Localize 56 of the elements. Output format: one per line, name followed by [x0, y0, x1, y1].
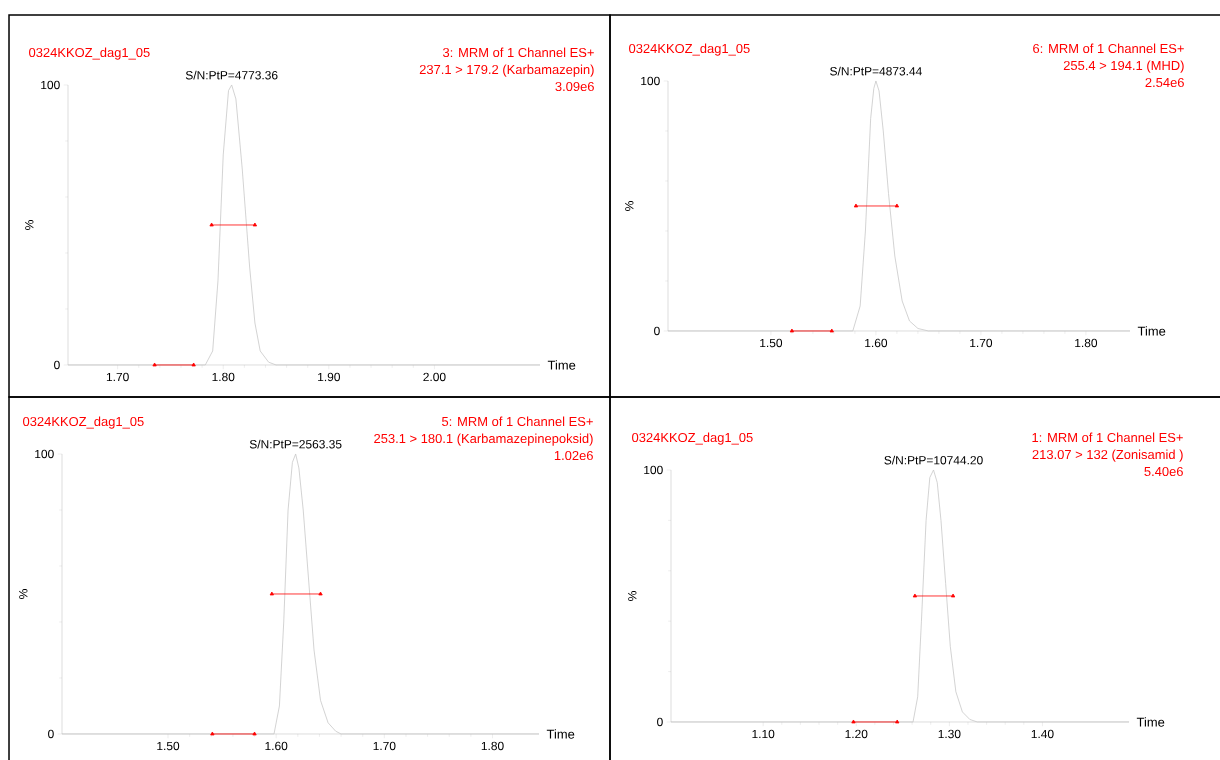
text: 2.54e6 — [1145, 77, 1184, 88]
annotation: S/N:PtP=4873.44 — [830, 66, 922, 76]
x-tick-label: 1.60 — [865, 338, 888, 348]
x-tick-label: 1.50 — [157, 741, 180, 751]
y-tick-label: 100 — [41, 80, 60, 90]
chart-title: 0324KKOZ_dag1_05 — [29, 47, 150, 60]
annotation: S/N:PtP=4773.36 — [185, 70, 278, 80]
text: 255.4 > 194.1 (MHD) — [1063, 60, 1184, 73]
x-axis-title: Time — [1137, 326, 1166, 336]
x-tick-label: 1.10 — [752, 729, 775, 739]
chart-subtitle: 1: MRM of 1 Channel ES+ — [1032, 432, 1183, 443]
chart-title: 0324KKOZ_dag1_05 — [23, 416, 144, 429]
y-tick-label: 0 — [657, 717, 663, 727]
x-tick-label: 2.00 — [423, 372, 446, 382]
y-axis-title: % — [625, 201, 634, 211]
x-axis-title: Time — [546, 729, 575, 739]
text: 237.1 > 179.2 (Karbamazepin) — [419, 64, 594, 77]
text: 3.09e6 — [555, 81, 594, 92]
text: 1.02e6 — [554, 450, 593, 461]
x-tick-label: 1.60 — [265, 741, 288, 751]
y-tick-label: 100 — [641, 76, 660, 86]
y-tick-label: 0 — [54, 360, 60, 370]
x-tick-label: 1.20 — [845, 729, 868, 739]
text: 253.1 > 180.1 (Karbamazepinepoksid) — [374, 433, 593, 446]
chart-title: 0324KKOZ_dag1_05 — [629, 43, 750, 56]
x-axis-title: Time — [547, 360, 576, 370]
line-series — [61, 453, 540, 735]
y-tick-label: 100 — [35, 449, 54, 459]
annotation: S/N:PtP=2563.35 — [249, 439, 342, 449]
x-tick-label: 1.30 — [938, 729, 961, 739]
y-axis-title: % — [628, 591, 637, 601]
y-tick-label: 0 — [654, 326, 660, 336]
chart-title: 0324KKOZ_dag1_05 — [632, 432, 753, 445]
x-tick-label: 1.70 — [970, 338, 993, 348]
line-series — [670, 469, 1130, 723]
x-axis-title: Time — [1136, 717, 1165, 727]
line-series — [667, 80, 1131, 332]
x-tick-label: 1.70 — [106, 372, 129, 382]
annotation: S/N:PtP=10744.20 — [884, 455, 983, 465]
x-tick-label: 1.70 — [373, 741, 396, 751]
text: 213.07 > 132 (Zonisamid ) — [1032, 449, 1183, 462]
x-tick-label: 1.50 — [760, 338, 783, 348]
chart-subtitle: 5: MRM of 1 Channel ES+ — [442, 416, 593, 427]
x-tick-label: 1.40 — [1031, 729, 1054, 739]
y-tick-label: 100 — [644, 465, 663, 475]
text: 5.40e6 — [1144, 466, 1183, 477]
x-tick-label: 1.80 — [1075, 338, 1098, 348]
x-tick-label: 1.90 — [318, 372, 340, 382]
x-tick-label: 1.80 — [212, 372, 235, 382]
line-series — [67, 84, 541, 366]
chart-subtitle: 6: MRM of 1 Channel ES+ — [1033, 43, 1184, 54]
y-tick-label: 0 — [48, 729, 54, 739]
y-axis-title: % — [25, 220, 34, 230]
y-axis-title: % — [19, 589, 28, 599]
chart-subtitle: 3: MRM of 1 Channel ES+ — [442, 47, 594, 58]
x-tick-label: 1.80 — [481, 741, 504, 751]
